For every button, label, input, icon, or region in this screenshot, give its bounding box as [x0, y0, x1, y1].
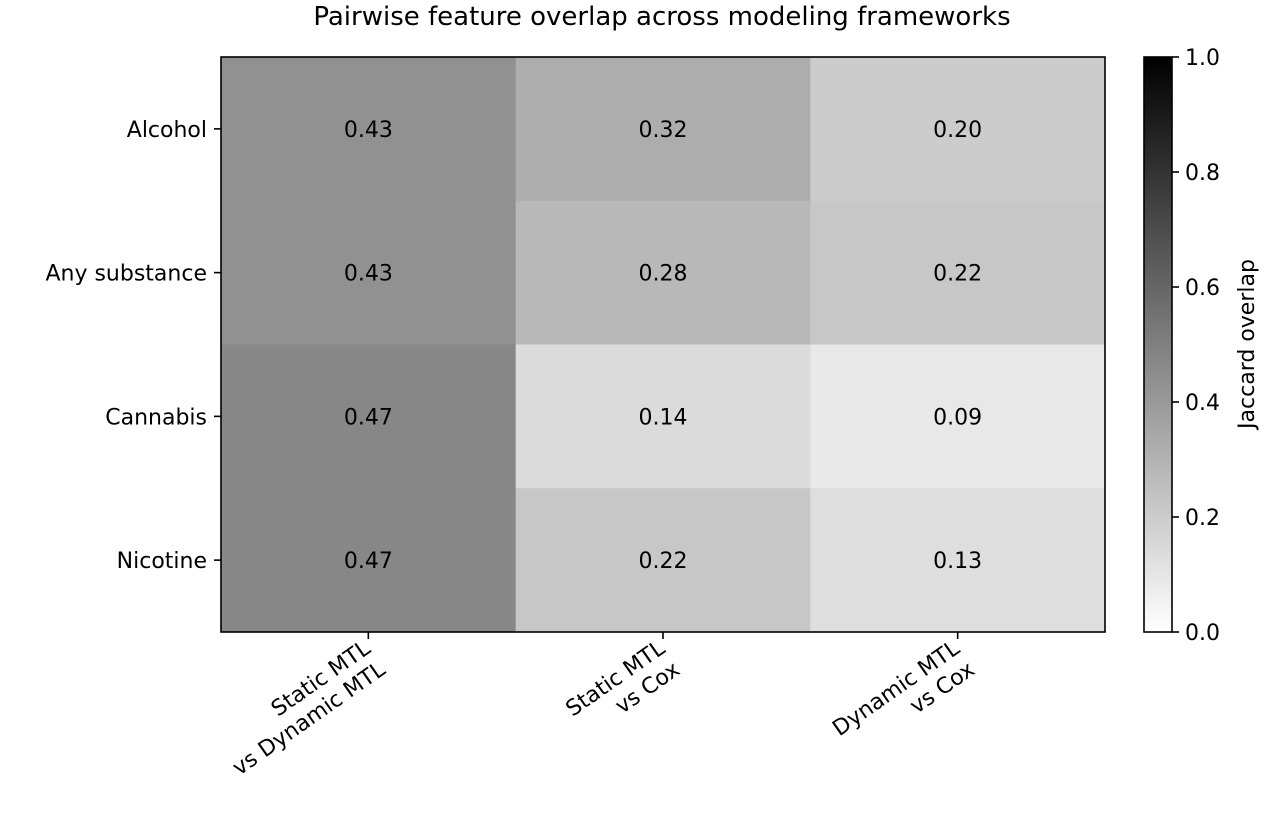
heatmap-cells	[221, 57, 1106, 633]
y-tick-label: Cannabis	[105, 405, 207, 430]
x-tick-label: Dynamic MTLvs Cox	[828, 635, 980, 762]
colorbar-tick-label: 0.6	[1185, 276, 1220, 301]
x-tick-label-group: Dynamic MTLvs Cox	[828, 635, 980, 762]
colorbar-tick-label: 0.8	[1185, 161, 1220, 186]
chart-title: Pairwise feature overlap across modeling…	[313, 2, 1010, 32]
heatmap-cell	[221, 200, 517, 345]
heatmap-cell	[221, 344, 517, 489]
heatmap-cell	[810, 344, 1106, 489]
cell-value-label: 0.47	[344, 405, 393, 430]
heatmap-cell	[810, 488, 1106, 633]
colorbar-tick-label: 1.0	[1185, 46, 1220, 71]
cell-value-label: 0.22	[639, 549, 688, 574]
cell-value-label: 0.32	[639, 118, 688, 143]
heatmap-cell	[515, 57, 811, 202]
colorbar: 0.0 0.2 0.4 0.6 0.8 1.0 Jaccard overlap	[1143, 46, 1260, 646]
y-tick-label: Alcohol	[127, 118, 207, 143]
colorbar-tick-label: 0.0	[1185, 621, 1220, 646]
heatmap-cell	[810, 57, 1106, 202]
cell-value-label: 0.14	[639, 405, 688, 430]
x-tick-label-group: Static MTLvs Dynamic MTL	[213, 635, 391, 781]
heatmap-cell	[810, 200, 1106, 345]
colorbar-tick-label: 0.4	[1185, 391, 1220, 416]
heatmap-cell-labels: 0.43 0.32 0.20 0.43 0.28 0.22 0.47 0.14 0.09 0.47…	[344, 118, 982, 574]
cell-value-label: 0.47	[344, 549, 393, 574]
cell-value-label: 0.28	[639, 262, 688, 287]
x-tick-label: Static MTLvs Cox	[562, 635, 686, 743]
y-tick-label: Nicotine	[117, 549, 207, 574]
heatmap-cell	[221, 488, 517, 633]
cell-value-label: 0.22	[933, 262, 982, 287]
x-tick-label: Static MTLvs Dynamic MTL	[213, 635, 390, 781]
colorbar-tick-label: 0.2	[1185, 506, 1220, 531]
cell-value-label: 0.20	[933, 118, 982, 143]
heatmap-cell	[221, 57, 517, 202]
cell-value-label: 0.43	[344, 262, 393, 287]
heatmap-cell	[515, 344, 811, 489]
colorbar-ticks: 0.0 0.2 0.4 0.6 0.8 1.0	[1172, 46, 1220, 646]
cell-value-label: 0.13	[933, 549, 982, 574]
colorbar-label: Jaccard overlap	[1235, 259, 1260, 431]
heatmap-cell	[515, 488, 811, 633]
y-tick-label: Any substance	[45, 262, 207, 287]
x-axis: Static MTLvs Dynamic MTL Static MTLvs Cox…	[213, 632, 980, 781]
cell-value-label: 0.43	[344, 118, 393, 143]
colorbar-frame	[1143, 56, 1173, 633]
x-tick-label-group: Static MTLvs Cox	[562, 635, 686, 743]
heatmap-cell	[515, 200, 811, 345]
colorbar-gradient	[1144, 57, 1172, 632]
cell-value-label: 0.09	[933, 405, 982, 430]
y-axis: Alcohol Any substance Cannabis Nicotine	[45, 118, 221, 574]
